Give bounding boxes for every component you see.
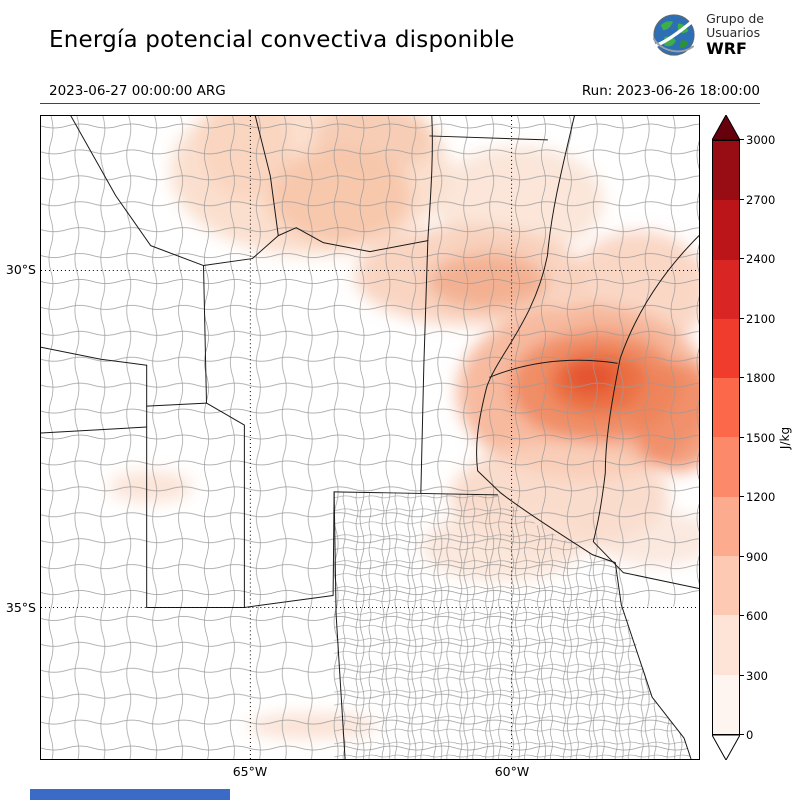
colorbar-segment <box>713 496 739 557</box>
colorbar-segment <box>713 615 739 675</box>
colorbar: 0 300 600 900 1200 1500 1800 2100 2400 2700 3000 J… <box>712 115 800 760</box>
colorbar-segment <box>713 259 739 319</box>
logo-line-3: WRF <box>706 39 747 59</box>
colorbar-tick-label: 300 <box>739 668 768 683</box>
colorbar-tick-label: 0 <box>738 728 754 742</box>
colorbar-segment <box>713 200 739 260</box>
entre-rios-north-border <box>489 359 618 378</box>
colorbar-unit-label: J/kg <box>776 115 794 760</box>
colorbar-segment <box>713 556 739 616</box>
map-canvas <box>41 116 699 759</box>
colorbar-tick-label: 3000 <box>738 133 776 147</box>
wrf-users-logo: Grupo de Usuarios WRF <box>651 12 764 58</box>
xtick-60w: 60°W <box>494 764 530 779</box>
colorbar-tick-label: 1800 <box>738 371 776 385</box>
globe-icon <box>652 14 695 56</box>
colorbar-segment <box>713 318 739 379</box>
colorbar-segment <box>713 141 739 201</box>
parana-river <box>476 116 593 556</box>
colorbar-tick-label: 1500 <box>738 430 776 445</box>
ytick-30s: 30°S <box>5 262 36 277</box>
province-boundaries-layer <box>41 116 699 759</box>
colorbar-tick-label: 1200 <box>738 490 776 504</box>
page-title: Energía potencial convectiva disponible <box>49 27 515 53</box>
colorbar-tick-label: 2700 <box>738 192 776 207</box>
buenos-aires-dense-mesh <box>334 491 692 759</box>
map-frame <box>40 115 700 760</box>
colorbar-tick-label: 900 <box>739 549 768 564</box>
ytick-35s: 35°S <box>5 600 36 615</box>
colorbar-segments <box>712 140 740 735</box>
footer-bar <box>30 789 230 800</box>
colorbar-ticks: 0 300 600 900 1200 1500 1800 2100 2400 2700 3000 <box>738 115 790 760</box>
colorbar-tick-label: 2100 <box>738 311 776 326</box>
colorbar-unit-text: J/kg <box>778 426 792 449</box>
colorbar-under-arrow-shape <box>712 735 740 760</box>
colorbar-segment <box>713 674 739 734</box>
xtick-65w: 65°W <box>232 764 268 779</box>
valid-time-label: 2023-06-27 00:00:00 ARG <box>49 83 226 99</box>
colorbar-segment <box>713 437 739 497</box>
colorbar-over-arrow <box>712 115 740 140</box>
department-boundaries-layer <box>41 116 699 759</box>
colorbar-over-arrow-shape <box>712 115 740 140</box>
logo-line-2: Usuarios <box>706 25 761 41</box>
colorbar-tick-label: 600 <box>739 609 768 623</box>
logo-line-1: Grupo de <box>706 11 764 27</box>
logo-text: Grupo de Usuarios WRF <box>706 12 764 58</box>
colorbar-segment <box>713 378 739 438</box>
colorbar-under-arrow <box>712 735 740 760</box>
uruguay-river <box>592 235 699 590</box>
header-divider <box>40 103 760 104</box>
colorbar-tick-label: 2400 <box>738 252 776 266</box>
atlantic-coastline <box>591 554 692 759</box>
run-time-label: Run: 2023-06-26 18:00:00 <box>581 83 760 99</box>
